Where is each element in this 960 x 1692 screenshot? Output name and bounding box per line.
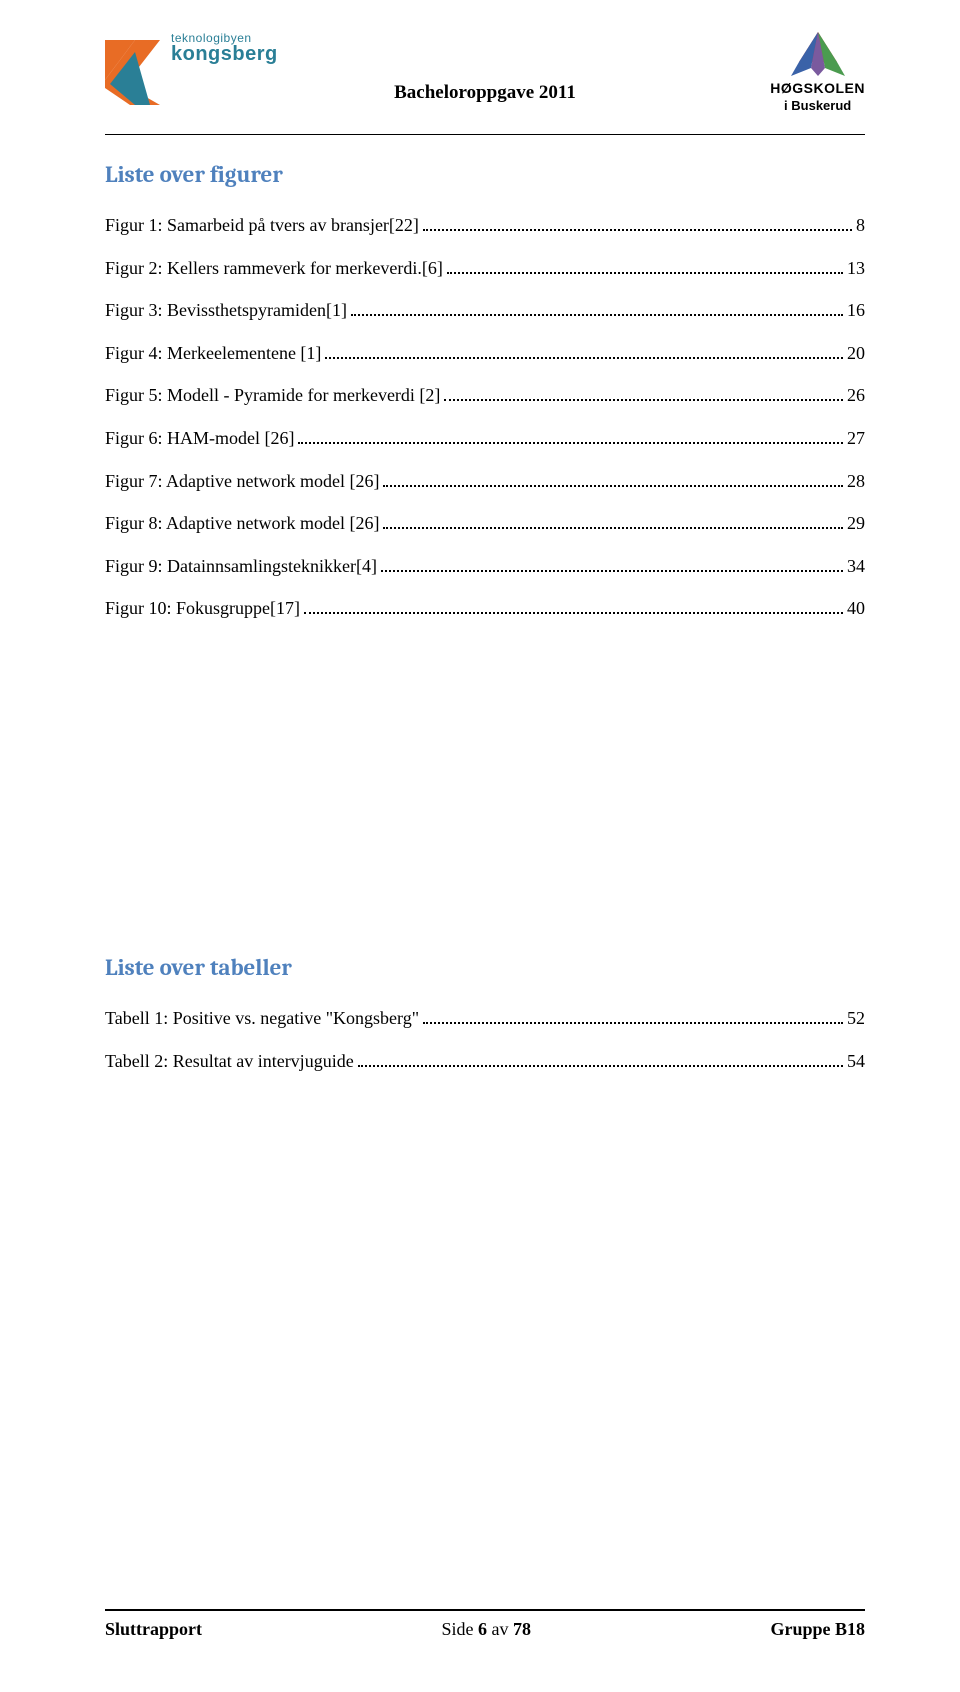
footer-rule — [105, 1609, 865, 1611]
toc-leader — [383, 527, 843, 529]
toc-page: 16 — [847, 295, 865, 326]
toc-leader — [381, 570, 843, 572]
toc-row: Figur 1: Samarbeid på tvers av bransjer[… — [105, 210, 865, 241]
footer-center-prefix: Side — [441, 1619, 478, 1639]
logo-text-2: kongsberg — [171, 44, 278, 64]
toc-label: Figur 6: HAM-model [26] — [105, 423, 294, 454]
toc-row: Figur 5: Modell - Pyramide for merkeverd… — [105, 380, 865, 411]
toc-leader — [351, 314, 843, 316]
tables-toc: Tabell 1: Positive vs. negative "Kongsbe… — [105, 1003, 865, 1076]
toc-page: 52 — [847, 1003, 865, 1034]
toc-label: Figur 8: Adaptive network model [26] — [105, 508, 379, 539]
toc-row: Tabell 2: Resultat av intervjuguide 54 — [105, 1046, 865, 1077]
hogskolen-mark-icon — [787, 30, 849, 78]
toc-page: 20 — [847, 338, 865, 369]
footer-center: Side 6 av 78 — [441, 1619, 531, 1640]
figures-toc: Figur 1: Samarbeid på tvers av bransjer[… — [105, 210, 865, 624]
toc-label: Figur 7: Adaptive network model [26] — [105, 466, 379, 497]
toc-leader — [447, 272, 843, 274]
toc-label: Figur 10: Fokusgruppe[17] — [105, 593, 300, 624]
tables-heading: Liste over tabeller — [105, 954, 865, 981]
toc-leader — [304, 612, 843, 614]
toc-row: Figur 8: Adaptive network model [26] 29 — [105, 508, 865, 539]
toc-page: 28 — [847, 466, 865, 497]
footer-right: Gruppe B18 — [770, 1619, 865, 1640]
toc-page: 34 — [847, 551, 865, 582]
toc-leader — [298, 442, 843, 444]
toc-row: Figur 9: Datainnsamlingsteknikker[4] 34 — [105, 551, 865, 582]
logo-kongsberg: teknologibyen kongsberg — [105, 30, 278, 105]
logo-right-text-1: HØGSKOLEN — [770, 80, 865, 96]
toc-page: 27 — [847, 423, 865, 454]
toc-page: 13 — [847, 253, 865, 284]
toc-leader — [358, 1065, 843, 1067]
logo-hogskolen: HØGSKOLEN i Buskerud — [770, 30, 865, 113]
toc-row: Figur 2: Kellers rammeverk for merkeverd… — [105, 253, 865, 284]
toc-label: Figur 5: Modell - Pyramide for merkeverd… — [105, 380, 440, 411]
toc-row: Figur 4: Merkeelementene [1] 20 — [105, 338, 865, 369]
toc-label: Figur 4: Merkeelementene [1] — [105, 338, 321, 369]
toc-leader — [423, 229, 852, 231]
kongsberg-mark-icon — [105, 30, 165, 105]
footer-left: Sluttrapport — [105, 1619, 202, 1640]
figures-heading: Liste over figurer — [105, 161, 865, 188]
footer-page-num: 6 — [478, 1619, 487, 1639]
toc-row: Figur 10: Fokusgruppe[17] 40 — [105, 593, 865, 624]
header-title: Bacheloroppgave 2011 — [394, 82, 576, 104]
toc-label: Tabell 1: Positive vs. negative "Kongsbe… — [105, 1003, 419, 1034]
toc-row: Figur 7: Adaptive network model [26] 28 — [105, 466, 865, 497]
toc-page: 26 — [847, 380, 865, 411]
toc-row: Tabell 1: Positive vs. negative "Kongsbe… — [105, 1003, 865, 1034]
toc-label: Tabell 2: Resultat av intervjuguide — [105, 1046, 354, 1077]
toc-page: 29 — [847, 508, 865, 539]
toc-page: 54 — [847, 1046, 865, 1077]
toc-label: Figur 9: Datainnsamlingsteknikker[4] — [105, 551, 377, 582]
footer-page-total: 78 — [513, 1619, 531, 1639]
toc-leader — [325, 357, 843, 359]
footer-center-mid: av — [487, 1619, 513, 1639]
toc-row: Figur 6: HAM-model [26] 27 — [105, 423, 865, 454]
toc-page: 40 — [847, 593, 865, 624]
toc-leader — [383, 485, 843, 487]
toc-row: Figur 3: Bevissthetspyramiden[1] 16 — [105, 295, 865, 326]
logo-right-text-2: i Buskerud — [784, 98, 851, 113]
page-header: teknologibyen kongsberg Bacheloroppgave … — [105, 30, 865, 130]
toc-label: Figur 1: Samarbeid på tvers av bransjer[… — [105, 210, 419, 241]
header-rule — [105, 134, 865, 135]
toc-label: Figur 2: Kellers rammeverk for merkeverd… — [105, 253, 443, 284]
toc-page: 8 — [856, 210, 865, 241]
page-footer: Sluttrapport Side 6 av 78 Gruppe B18 — [105, 1609, 865, 1640]
toc-leader — [423, 1022, 843, 1024]
toc-leader — [444, 399, 843, 401]
toc-label: Figur 3: Bevissthetspyramiden[1] — [105, 295, 347, 326]
